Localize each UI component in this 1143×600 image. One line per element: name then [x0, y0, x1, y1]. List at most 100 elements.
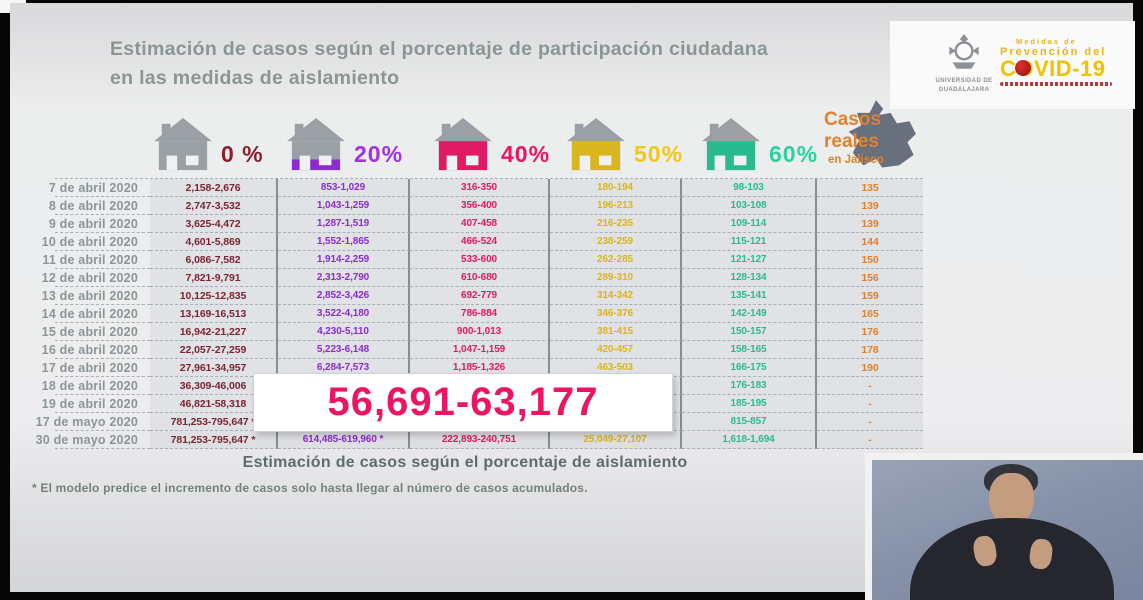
cell-p60: 166-175 [682, 359, 817, 377]
cell-p50: 216-235 [550, 215, 682, 233]
cell-p0: 2,747-3,532 [150, 197, 278, 215]
table-caption: Estimación de casos según el porcentaje … [242, 454, 688, 471]
cell-real: - [817, 431, 923, 449]
cell-real: 159 [817, 287, 923, 305]
cell-p0: 27,961-34,957 [150, 359, 278, 377]
isolation-column-header: 0 % [152, 108, 264, 172]
cell-p20: 1,914-2,259 [278, 251, 410, 269]
house-icon [702, 118, 760, 171]
cell-p60: 176-183 [682, 377, 817, 395]
interpreter-background [872, 460, 1143, 600]
cell-real: 144 [817, 233, 923, 251]
cell-p40: 900-1,013 [410, 323, 550, 341]
cell-p50: 196-213 [550, 197, 682, 215]
university-name: UNIVERSIDAD DE GUADALAJARA [935, 78, 993, 93]
cell-p0: 13,169-16,513 [150, 305, 278, 323]
isolation-header-row: 0 % 20% 40% 50% [10, 108, 1133, 172]
cell-p20: 5,223-6,148 [278, 341, 410, 359]
page-title: Estimación de casos según el porcentaje … [110, 38, 769, 90]
isolation-percent-label: 50% [634, 141, 684, 167]
cell-p60: 185-195 [682, 395, 817, 413]
isolation-column-header: 40% [432, 108, 550, 172]
cell-p40: 407-458 [410, 215, 550, 233]
logo-area: UNIVERSIDAD DE GUADALAJARA Medidas de Pr… [890, 21, 1135, 109]
row-date: 7 de abril 2020 [49, 179, 150, 197]
row-date: 11 de abril 2020 [42, 251, 150, 269]
isolation-percent-label: 40% [501, 141, 551, 167]
cell-p50: 381-415 [550, 323, 682, 341]
cell-p0: 16,942-21,227 [150, 323, 278, 341]
row-date: 12 de abril 2020 [42, 269, 150, 287]
footnote: * El modelo predice el incremento de cas… [32, 481, 588, 495]
cell-p0: 10,125-12,835 [150, 287, 278, 305]
university-logo: UNIVERSIDAD DE GUADALAJARA [922, 33, 1006, 95]
cell-p40: 610-680 [410, 269, 550, 287]
cell-p40: 222,893-240,751 [410, 431, 550, 449]
row-date: 9 de abril 2020 [49, 215, 150, 233]
house-icon [287, 118, 345, 171]
covid-logo-line1: Medidas de [1016, 37, 1077, 46]
cell-p20: 614,485-619,960 * [278, 431, 410, 449]
cell-p0: 4,601-5,869 [150, 233, 278, 251]
row-date: 10 de abril 2020 [42, 233, 150, 251]
isolation-column-header: 20% [285, 108, 403, 172]
cell-p50: 262-285 [550, 251, 682, 269]
covid-logo: Medidas de Prevención del COVID-19 [1000, 37, 1125, 86]
cell-real: - [817, 413, 923, 431]
isolation-column-header: 50% [565, 108, 683, 172]
real-cases-label-2: reales [824, 131, 879, 152]
cell-p60: 115-121 [682, 233, 817, 251]
cell-real: - [817, 377, 923, 395]
row-date: 13 de abril 2020 [42, 287, 150, 305]
cell-p20: 1,287-1,519 [278, 215, 410, 233]
row-date: 17 de abril 2020 [42, 359, 150, 377]
cell-p20: 853-1,029 [278, 179, 410, 197]
cell-p50: 238-259 [550, 233, 682, 251]
isolation-percent-label: 0 % [221, 141, 264, 167]
isolation-percent-label: 60% [769, 141, 819, 167]
cell-real: 178 [817, 341, 923, 359]
cell-p40: 356-400 [410, 197, 550, 215]
jalisco-map-icon [848, 100, 916, 168]
row-date: 15 de abril 2020 [42, 323, 150, 341]
cell-p60: 109-114 [682, 215, 817, 233]
cell-p60: 103-108 [682, 197, 817, 215]
cell-p50: 420-457 [550, 341, 682, 359]
cell-p60: 135-141 [682, 287, 817, 305]
covid-logo-title: COVID-19 [1000, 58, 1125, 80]
cell-p20: 3,522-4,180 [278, 305, 410, 323]
isolation-column-header: 60% [700, 108, 818, 172]
cell-p50: 346-376 [550, 305, 682, 323]
cell-real: 135 [817, 179, 923, 197]
highlight-box: 56,691-63,177 [253, 373, 673, 432]
cell-p50: 25,049-27,107 [550, 431, 682, 449]
cell-real: 150 [817, 251, 923, 269]
cell-real: - [817, 395, 923, 413]
interpreter-body [910, 518, 1114, 600]
cell-p40: 533-600 [410, 251, 550, 269]
cell-p0: 3,625-4,472 [150, 215, 278, 233]
real-cases-label-3: en Jalisco [828, 154, 884, 166]
cell-p0: 781,253-795,647 * [150, 431, 278, 449]
cell-p20: 1,043-1,259 [278, 197, 410, 215]
cell-p0: 46,821-58,318 [150, 395, 278, 413]
interpreter-head [989, 473, 1034, 525]
cell-p60: 150-157 [682, 323, 817, 341]
highlight-value: 56,691-63,177 [327, 380, 599, 424]
row-date: 14 de abril 2020 [42, 305, 150, 323]
cell-p60: 121-127 [682, 251, 817, 269]
cell-p60: 128-134 [682, 269, 817, 287]
cell-p40: 316-350 [410, 179, 550, 197]
cell-p60: 815-857 [682, 413, 817, 431]
cell-p40: 466-524 [410, 233, 550, 251]
cell-real: 176 [817, 323, 923, 341]
isolation-percent-label: 20% [354, 141, 404, 167]
cell-p20: 4,230-5,110 [278, 323, 410, 341]
covid-logo-tagline [1000, 82, 1112, 86]
cell-p20: 2,313-2,790 [278, 269, 410, 287]
row-date: 18 de abril 2020 [42, 377, 150, 395]
cell-p50: 289-310 [550, 269, 682, 287]
cell-p40: 1,047-1,159 [410, 341, 550, 359]
cell-real: 156 [817, 269, 923, 287]
cell-p20: 1,552-1,865 [278, 233, 410, 251]
